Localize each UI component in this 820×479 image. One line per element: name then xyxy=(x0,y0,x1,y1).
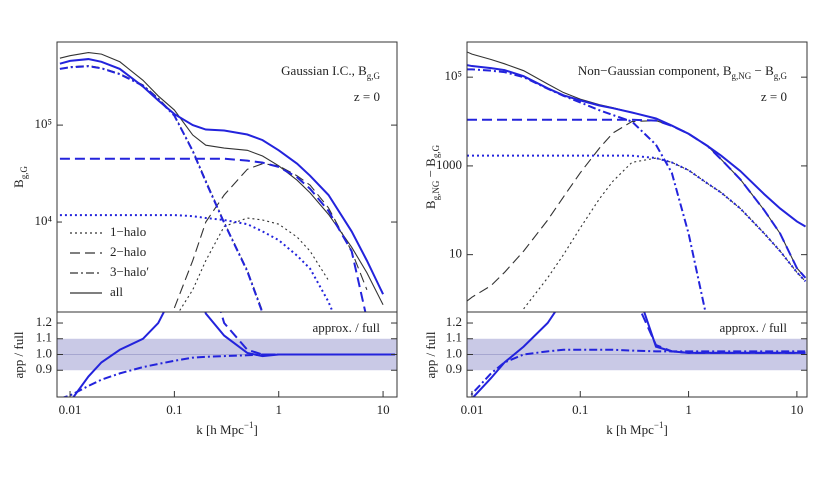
series-line xyxy=(469,348,806,397)
y-axis-label: app / full xyxy=(423,331,438,378)
y-tick-label: 0.9 xyxy=(446,361,462,376)
y-tick-label: 1.2 xyxy=(446,314,462,329)
series-line xyxy=(467,118,807,279)
y-tick-label: 0.9 xyxy=(36,361,52,376)
x-axis-label-part: ] xyxy=(663,422,667,437)
x-tick-label: 0.01 xyxy=(59,402,82,417)
annotation: approx. / full xyxy=(312,320,380,335)
annotation-part: approx. / full xyxy=(312,320,380,335)
legend-label: 2−halo xyxy=(110,244,146,259)
x-axis-label: k [h Mpc−1] xyxy=(196,420,258,437)
y-axis-label: Bg,NG − Bg,G xyxy=(423,144,441,209)
annotation-part: g,NG xyxy=(731,71,751,81)
annotation-part: Non−Gaussian component, B xyxy=(578,63,732,78)
y-tick-label: 1.0 xyxy=(446,345,462,360)
legend-label: 1−halo xyxy=(110,224,146,239)
annotation: Non−Gaussian component, Bg,NG − Bg,G xyxy=(578,63,788,81)
x-tick-label: 1 xyxy=(275,402,282,417)
series-line xyxy=(173,163,368,309)
x-tick-label: 0.1 xyxy=(572,402,588,417)
x-tick-label: 10 xyxy=(790,402,803,417)
x-tick-label: 10 xyxy=(377,402,390,417)
y-tick-label: 10⁴ xyxy=(34,213,52,228)
series-line xyxy=(178,217,329,312)
y-axis-label-part: B xyxy=(423,200,438,209)
x-axis-label-part: −1 xyxy=(654,420,664,430)
series-line xyxy=(640,312,806,354)
series-line xyxy=(59,214,334,312)
y-tick-label: 1.2 xyxy=(36,314,52,329)
series-line xyxy=(59,52,384,306)
legend-label: all xyxy=(110,284,123,299)
y-tick-label: 1.1 xyxy=(446,330,462,345)
annotation-part: − B xyxy=(751,63,774,78)
y-axis-label-part: app / full xyxy=(11,331,26,378)
y-tick-label: 10⁵ xyxy=(444,68,462,83)
y-axis-label-part: g,NG xyxy=(431,180,441,200)
legend-label: 3−halo′ xyxy=(110,264,149,279)
plot-area xyxy=(59,52,384,312)
series-line xyxy=(219,312,395,356)
series-line xyxy=(467,154,807,283)
plot-area xyxy=(467,312,807,397)
x-axis-label-part: ] xyxy=(253,422,257,437)
annotation-part: g,G xyxy=(367,71,381,81)
y-axis-label-part: g,G xyxy=(19,166,29,180)
y-axis-label-part: − B xyxy=(423,158,438,181)
y-axis-label-part: g,G xyxy=(431,144,441,158)
series-line xyxy=(59,157,367,312)
annotation: Gaussian I.C., Bg,G xyxy=(281,63,380,81)
y-tick-label: 10⁵ xyxy=(34,116,52,131)
y-axis-label-part: app / full xyxy=(423,331,438,378)
series-line xyxy=(59,58,384,295)
x-axis-label-part: k [h Mpc xyxy=(606,422,654,437)
annotation-part: g,G xyxy=(774,71,788,81)
series-line xyxy=(467,51,806,228)
series-line xyxy=(61,353,395,397)
frame xyxy=(466,41,808,313)
x-axis-label-part: −1 xyxy=(244,420,254,430)
plot-area xyxy=(57,312,397,397)
y-tick-label: 1.1 xyxy=(36,330,52,345)
annotation: approx. / full xyxy=(719,320,787,335)
x-axis-label-part: k [h Mpc xyxy=(196,422,244,437)
x-tick-label: 0.01 xyxy=(461,402,484,417)
plot-area xyxy=(467,51,807,312)
annotation-part: Gaussian I.C., B xyxy=(281,63,367,78)
series-line xyxy=(523,157,806,310)
y-axis-label-part: B xyxy=(11,179,26,188)
series-line xyxy=(467,120,806,302)
redshift-label: z = 0 xyxy=(354,89,380,104)
y-axis-label: app / full xyxy=(11,331,26,378)
y-tick-label: 1.0 xyxy=(36,345,52,360)
redshift-label: z = 0 xyxy=(761,89,787,104)
legend-box xyxy=(62,220,162,306)
y-tick-label: 10 xyxy=(449,246,462,261)
annotation-part: approx. / full xyxy=(719,320,787,335)
x-axis-label: k [h Mpc−1] xyxy=(606,420,668,437)
series-line xyxy=(467,64,806,228)
x-tick-label: 1 xyxy=(685,402,692,417)
y-axis-label: Bg,G xyxy=(11,166,29,188)
series-line xyxy=(467,68,707,312)
y-tick-label: 1000 xyxy=(436,157,462,172)
x-tick-label: 0.1 xyxy=(166,402,182,417)
